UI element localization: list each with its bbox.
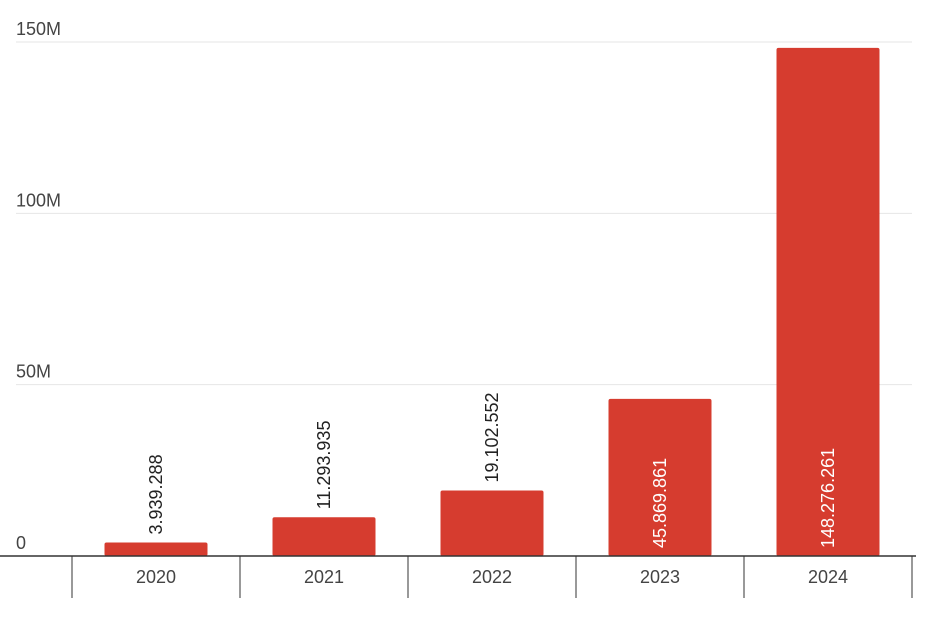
x-tick-label: 2021	[304, 567, 344, 587]
y-tick-label: 50M	[16, 362, 51, 382]
bar-2021	[272, 517, 376, 556]
data-label: 19.102.552	[482, 392, 502, 482]
bar-2024	[776, 47, 880, 556]
gridlines	[16, 41, 912, 386]
data-label: 45.869.861	[650, 458, 670, 548]
data-label: 11.293.935	[314, 421, 334, 510]
y-tick-label: 0	[16, 533, 26, 553]
x-axis: 2020 2021 2022 2023 2024	[0, 555, 916, 598]
bar-2020	[104, 542, 208, 556]
y-tick-label: 100M	[16, 190, 61, 210]
data-label: 148.276.261	[818, 448, 838, 548]
bar-2022	[440, 490, 544, 556]
bars	[104, 47, 880, 556]
y-axis-ticks: 0 50M 100M 150M	[16, 19, 61, 553]
bar-2023	[608, 398, 712, 556]
x-tick-label: 2023	[640, 567, 680, 587]
y-tick-label: 150M	[16, 19, 61, 39]
x-tick-label: 2024	[808, 567, 848, 587]
x-tick-label: 2022	[472, 567, 512, 587]
x-tick-label: 2020	[136, 567, 176, 587]
data-label: 3.939.288	[146, 454, 166, 534]
data-labels: 3.939.288 11.293.935 19.102.552 45.869.861 1…	[146, 392, 838, 548]
